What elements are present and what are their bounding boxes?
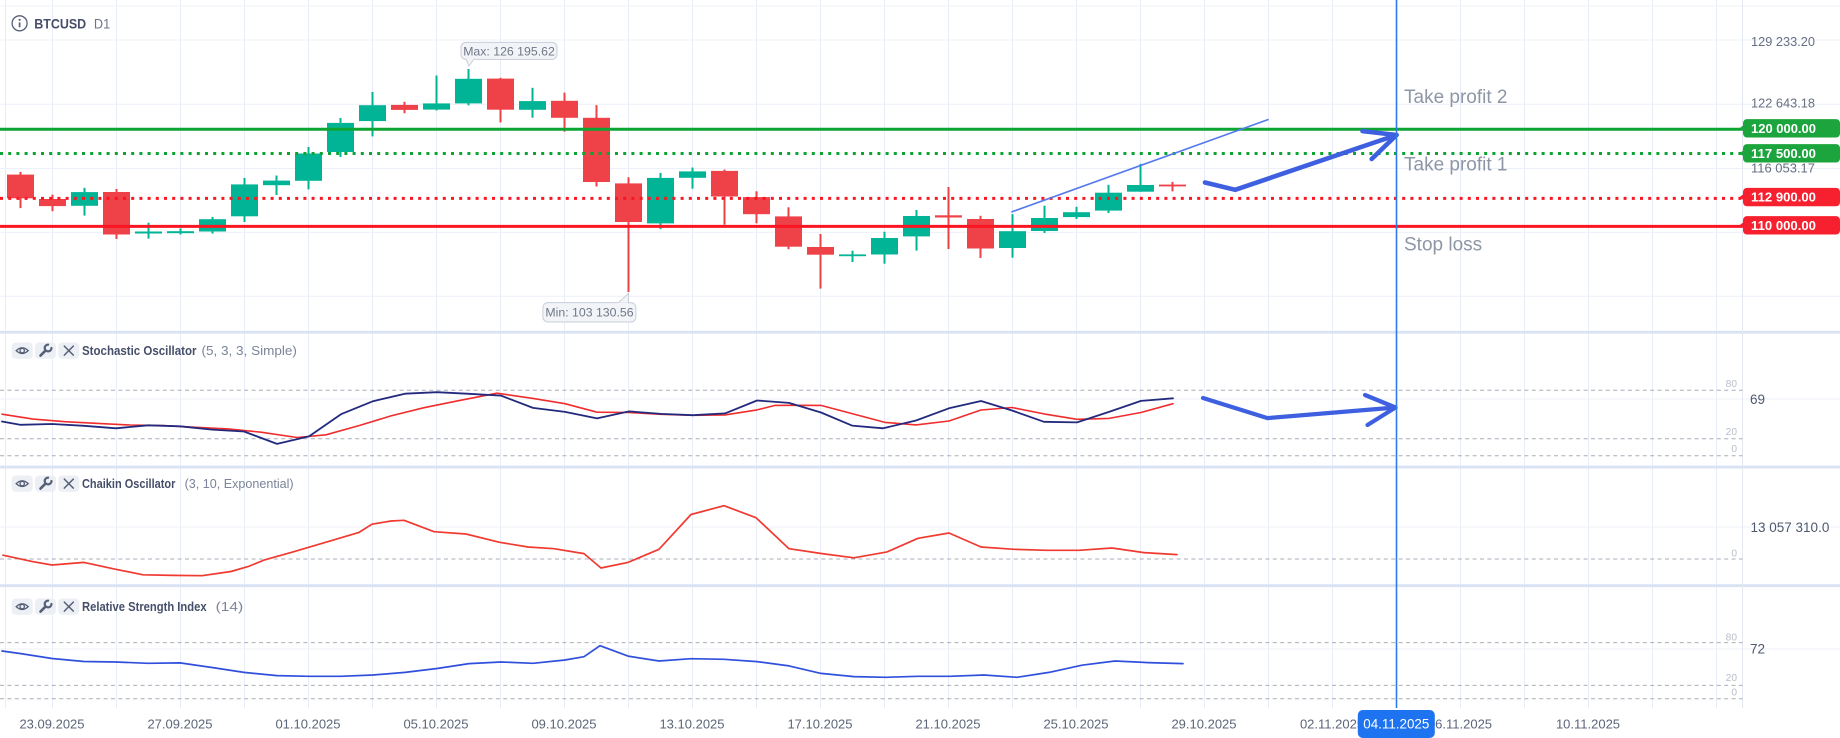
svg-text:Min: 103 130.56: Min: 103 130.56 — [545, 306, 633, 320]
svg-text:80: 80 — [1726, 633, 1738, 644]
svg-text:27.09.2025: 27.09.2025 — [147, 716, 212, 731]
svg-text:13 057 310.0: 13 057 310.0 — [1751, 520, 1830, 535]
svg-text:(5, 3, 3, Simple): (5, 3, 3, Simple) — [202, 343, 297, 358]
svg-text:29.10.2025: 29.10.2025 — [1171, 716, 1236, 731]
svg-text:D1: D1 — [94, 16, 110, 32]
svg-text:Take profit 1: Take profit 1 — [1404, 155, 1508, 176]
svg-text:122 643.18: 122 643.18 — [1751, 97, 1815, 111]
svg-text:117 500.00: 117 500.00 — [1751, 146, 1816, 161]
svg-text:72: 72 — [1750, 642, 1765, 657]
svg-text:BTCUSD: BTCUSD — [34, 16, 86, 32]
svg-text:01.10.2025: 01.10.2025 — [275, 716, 340, 731]
svg-text:20: 20 — [1726, 427, 1738, 438]
svg-text:20: 20 — [1726, 673, 1738, 684]
svg-text:23.09.2025: 23.09.2025 — [19, 716, 84, 731]
svg-text:(14): (14) — [216, 599, 244, 614]
svg-text:25.10.2025: 25.10.2025 — [1043, 716, 1108, 731]
svg-text:Take profit 2: Take profit 2 — [1404, 87, 1508, 108]
svg-text:120 000.00: 120 000.00 — [1751, 121, 1816, 136]
svg-text:10.11.2025: 10.11.2025 — [1556, 716, 1620, 731]
svg-text:0: 0 — [1731, 444, 1737, 455]
svg-text:110 000.00: 110 000.00 — [1751, 218, 1816, 233]
svg-text:0: 0 — [1731, 549, 1737, 560]
svg-text:Relative Strength Index: Relative Strength Index — [82, 599, 207, 614]
svg-text:05.10.2025: 05.10.2025 — [403, 716, 468, 731]
svg-text:21.10.2025: 21.10.2025 — [915, 716, 980, 731]
svg-text:Stop loss: Stop loss — [1404, 235, 1482, 256]
svg-text:112 900.00: 112 900.00 — [1751, 190, 1816, 205]
svg-text:Max: 126 195.62: Max: 126 195.62 — [463, 44, 555, 58]
svg-text:Stochastic Oscillator: Stochastic Oscillator — [82, 343, 197, 358]
svg-text:Chaikin Oscillator: Chaikin Oscillator — [82, 476, 175, 491]
svg-text:80: 80 — [1726, 379, 1738, 390]
svg-text:17.10.2025: 17.10.2025 — [787, 716, 852, 731]
svg-text:129 233.20: 129 233.20 — [1751, 35, 1815, 49]
svg-text:69: 69 — [1750, 392, 1765, 407]
svg-text:06.11.2025: 06.11.2025 — [1428, 716, 1492, 731]
svg-text:116 053.17: 116 053.17 — [1751, 162, 1815, 176]
svg-text:0: 0 — [1731, 688, 1737, 699]
svg-text:(3, 10, Exponential): (3, 10, Exponential) — [185, 476, 294, 491]
svg-text:13.10.2025: 13.10.2025 — [659, 716, 724, 731]
svg-text:02.11.2025: 02.11.2025 — [1300, 716, 1364, 731]
svg-text:04.11.2025: 04.11.2025 — [1363, 717, 1429, 732]
svg-text:09.10.2025: 09.10.2025 — [531, 716, 596, 731]
